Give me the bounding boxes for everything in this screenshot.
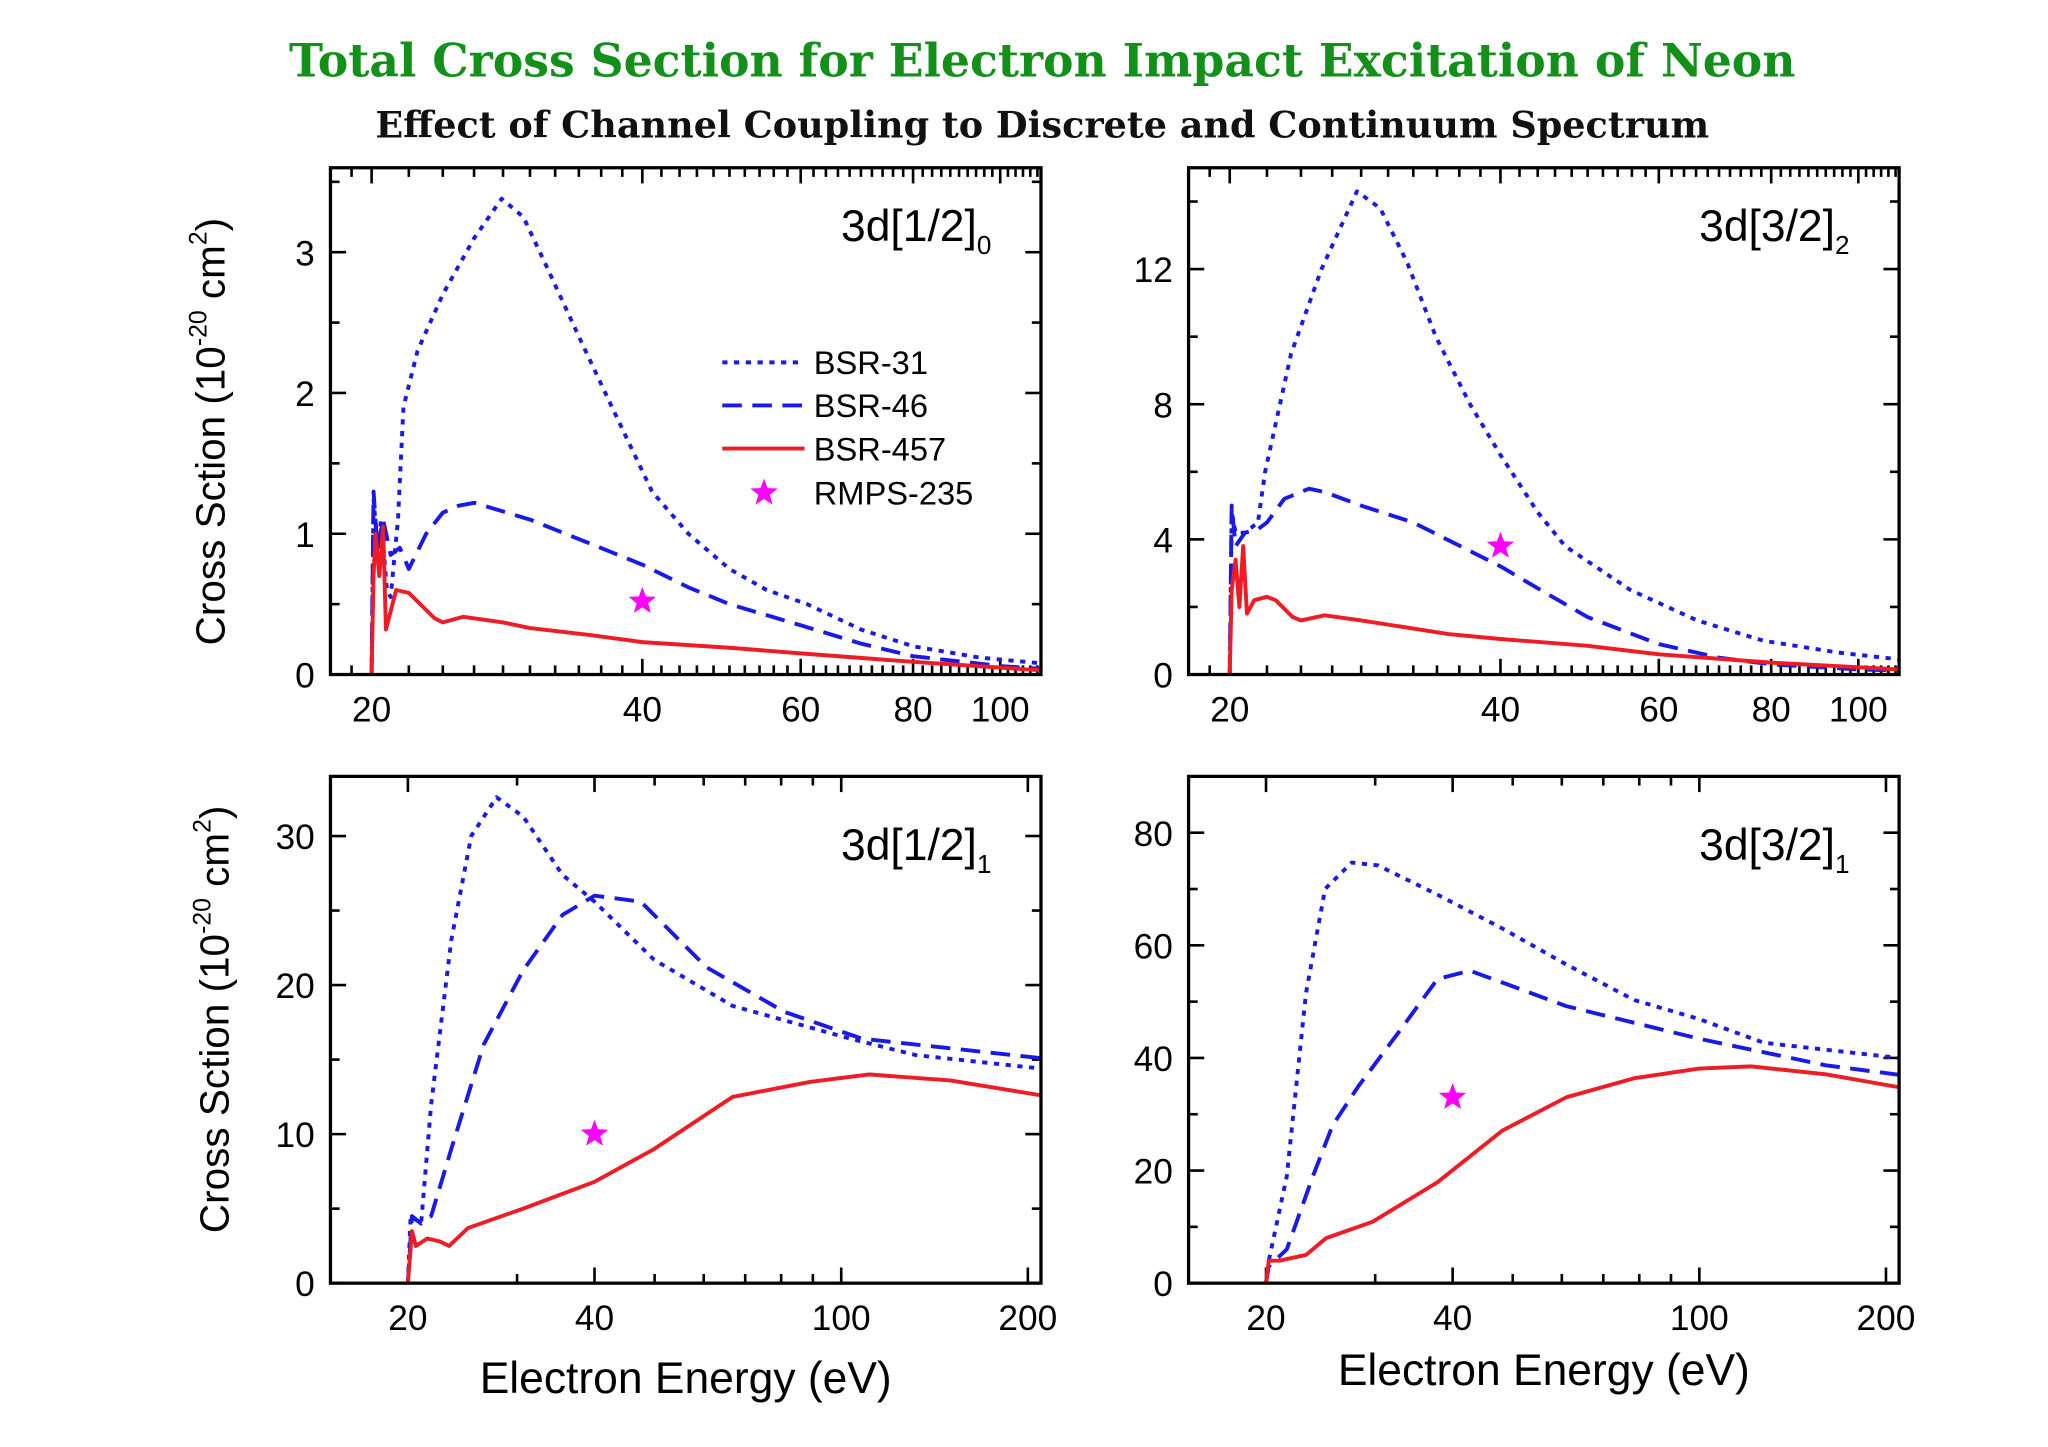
y-tick-label: 0 — [1153, 1265, 1173, 1304]
x-tick-label: 20 — [352, 691, 391, 730]
bsr-31-line — [369, 196, 1041, 675]
x-tick-label: 20 — [1246, 1299, 1285, 1338]
panel-label-main: 3d[1/2] — [841, 202, 977, 251]
x-tick-label: 60 — [781, 691, 820, 730]
y-label-close: ) — [188, 218, 234, 231]
bsr-31-line — [405, 795, 1041, 1284]
y-axis-label-top: Cross Sction (10-20 cm2) — [185, 218, 233, 645]
panel-2: 20 40 60 80 100 0 4 8 12 3d[3/2]2 — [1134, 166, 1901, 730]
bsr-46-line — [405, 893, 1041, 1284]
x-tick-label: 40 — [575, 1299, 614, 1338]
panel-label-subscript: 0 — [977, 230, 992, 260]
x-tick-label: 100 — [1829, 691, 1888, 730]
bsr-46-line — [369, 489, 1041, 675]
x-tick-label: 40 — [623, 691, 662, 730]
panel-label-main: 3d[3/2] — [1699, 821, 1835, 870]
x-tick-label: 100 — [971, 691, 1030, 730]
rmps-235-star — [628, 587, 656, 614]
panel-label-main: 3d[1/2] — [841, 821, 977, 870]
plot-frame — [328, 774, 1043, 1285]
x-tick-label: 40 — [1481, 691, 1520, 730]
rmps-235-star — [1486, 531, 1515, 558]
plot-frame — [1186, 166, 1901, 677]
y-tick-label: 20 — [276, 967, 315, 1006]
panel-label: 3d[1/2]1 — [841, 821, 991, 879]
legend-star-icon — [750, 478, 778, 505]
bsr-457-line — [369, 524, 1041, 675]
panel-label-subscript: 1 — [977, 849, 992, 879]
x-tick-label: 200 — [998, 1299, 1057, 1338]
bsr-457-line — [405, 1072, 1041, 1284]
y-tick-label: 0 — [295, 657, 315, 696]
x-tick-label: 200 — [1857, 1299, 1916, 1338]
panel-label: 3d[1/2]0 — [841, 202, 991, 260]
y-tick-label: 12 — [1134, 251, 1173, 290]
x-tick-label: 20 — [1210, 691, 1249, 730]
figure-title: Total Cross Section for Electron Impact … — [289, 33, 1795, 87]
plot-frame — [1186, 774, 1901, 1285]
legend-label: BSR-457 — [814, 430, 946, 467]
y-tick-label: 1 — [295, 516, 315, 555]
plot-frame — [328, 166, 1043, 677]
x-tick-label: 20 — [388, 1299, 427, 1338]
x-axis-label-right: Electron Energy (eV) — [1338, 1346, 1750, 1395]
y-tick-label: 2 — [295, 375, 315, 414]
y-label-unit-exponent: 2 — [185, 231, 212, 245]
ticks — [1188, 775, 1900, 1285]
panel-label: 3d[3/2]1 — [1699, 821, 1849, 879]
rmps-235-star — [580, 1119, 609, 1146]
y-label-unit: cm — [192, 833, 238, 898]
x-tick-label: 80 — [893, 691, 932, 730]
legend-label: RMPS-235 — [814, 475, 974, 512]
y-label-text: Cross Sction (10 — [192, 934, 238, 1233]
rmps-235-star — [1438, 1082, 1467, 1109]
panel-label-main: 3d[3/2] — [1699, 202, 1835, 251]
y-tick-label: 0 — [1153, 657, 1173, 696]
y-label-unit-exponent: 2 — [189, 819, 216, 833]
panel-label: 3d[3/2]2 — [1699, 202, 1849, 260]
y-tick-label: 40 — [1134, 1040, 1173, 1079]
panel-4: 20 40 100 200 0 20 40 60 80 3d[3/2]1 — [1134, 774, 1916, 1338]
y-label-unit: cm — [188, 245, 234, 310]
y-tick-label: 3 — [295, 234, 315, 273]
bsr-457-line — [1264, 1064, 1900, 1284]
x-tick-label: 100 — [1670, 1299, 1729, 1338]
x-tick-label: 100 — [812, 1299, 871, 1338]
bsr-31-line — [1264, 860, 1900, 1284]
bsr-46-line — [1264, 968, 1900, 1284]
y-tick-label: 8 — [1153, 386, 1173, 425]
panel-label-subscript: 2 — [1835, 230, 1850, 260]
bsr-457-line — [1227, 544, 1900, 675]
y-tick-label: 80 — [1134, 815, 1173, 854]
legend-label: BSR-46 — [814, 387, 928, 424]
y-tick-label: 4 — [1153, 521, 1173, 560]
y-tick-label: 0 — [295, 1265, 315, 1304]
y-tick-label: 10 — [276, 1116, 315, 1155]
legend-label: BSR-31 — [814, 344, 928, 381]
x-axis-label-left: Electron Energy (eV) — [480, 1354, 892, 1403]
y-label-exponent: -20 — [189, 898, 216, 934]
legend: BSR-31 BSR-46 BSR-457 RMPS-235 — [722, 344, 973, 512]
y-label-close: ) — [192, 806, 238, 819]
x-tick-label: 60 — [1639, 691, 1678, 730]
x-tick-label: 40 — [1433, 1299, 1472, 1338]
x-tick-label: 80 — [1752, 691, 1791, 730]
figure-subtitle: Effect of Channel Coupling to Discrete a… — [375, 104, 1709, 147]
y-axis-label-bottom: Cross Sction (10-20 cm2) — [189, 806, 237, 1233]
y-tick-label: 30 — [276, 818, 315, 857]
y-label-text: Cross Sction (10 — [188, 346, 234, 645]
y-label-exponent: -20 — [185, 310, 212, 346]
panel-label-subscript: 1 — [1835, 849, 1850, 879]
y-tick-label: 20 — [1134, 1153, 1173, 1192]
y-tick-label: 60 — [1134, 927, 1173, 966]
panel-3: 20 40 100 200 0 10 20 30 3d[1/2]1 — [276, 774, 1057, 1338]
